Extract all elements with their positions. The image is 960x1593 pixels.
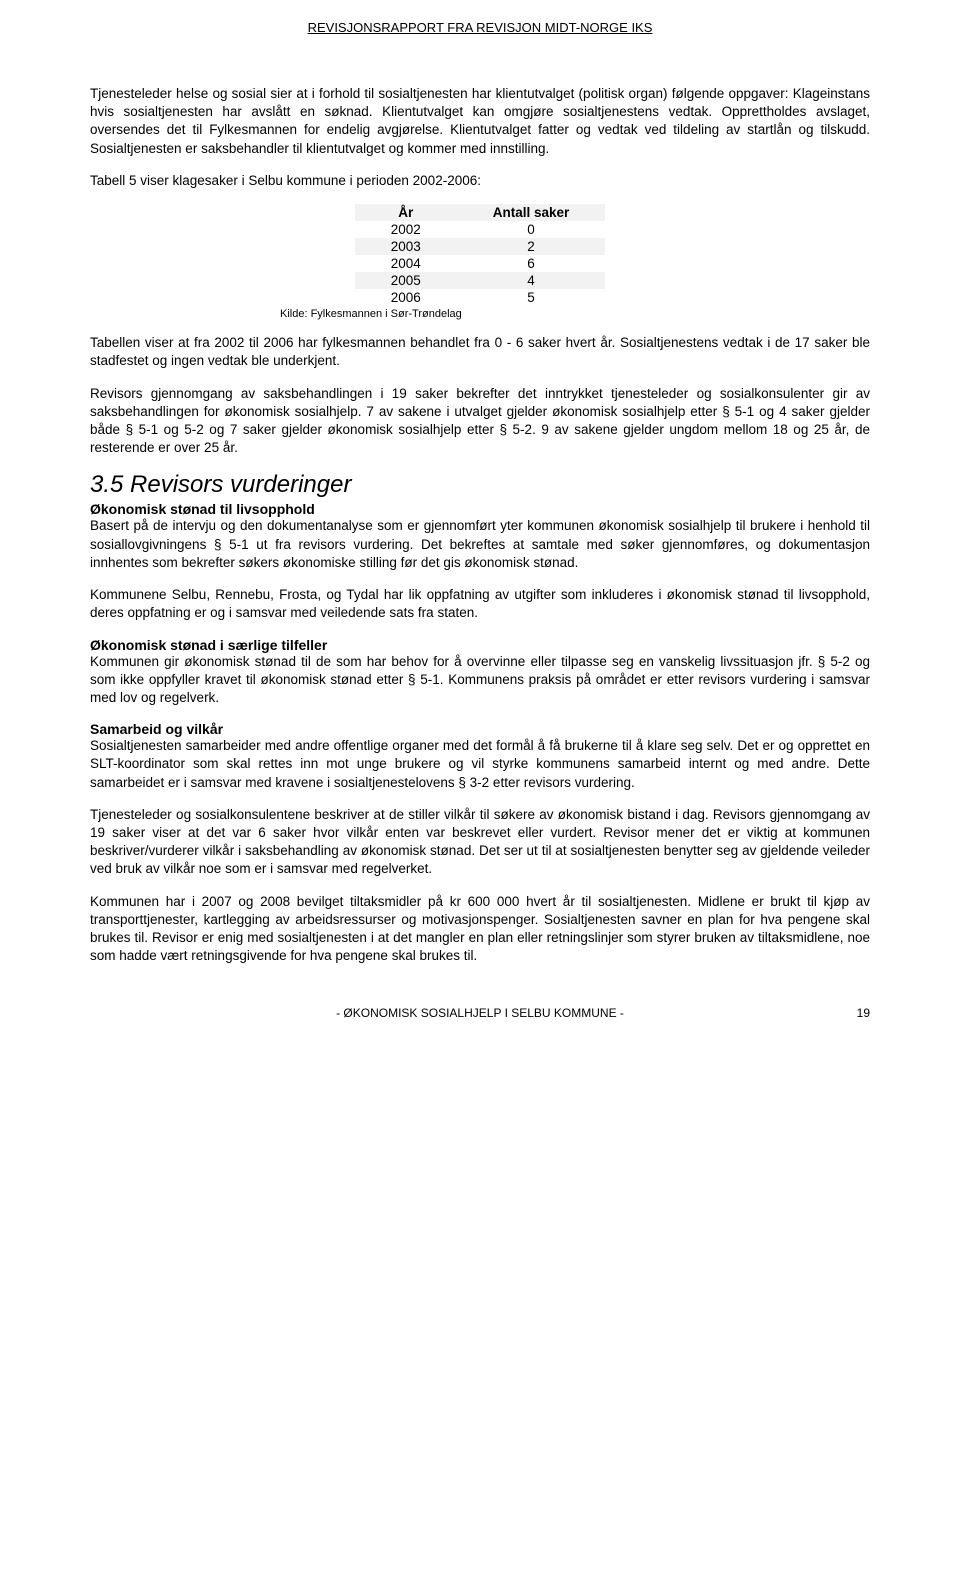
subheading-2: Økonomisk stønad i særlige tilfeller bbox=[90, 637, 870, 653]
paragraph-4: Revisors gjennomgang av saksbehandlingen… bbox=[90, 385, 870, 458]
paragraph-8: Sosialtjenesten samarbeider med andre of… bbox=[90, 737, 870, 792]
paragraph-1: Tjenesteleder helse og sosial sier at i … bbox=[90, 85, 870, 158]
cell-year: 2005 bbox=[355, 272, 457, 289]
table-row: 2004 6 bbox=[355, 255, 606, 272]
cell-count: 0 bbox=[457, 221, 606, 238]
cell-year: 2003 bbox=[355, 238, 457, 255]
cell-count: 6 bbox=[457, 255, 606, 272]
page-footer: - ØKONOMISK SOSIALHJELP I SELBU KOMMUNE … bbox=[90, 1006, 870, 1020]
table-source: Kilde: Fylkesmannen i Sør-Trøndelag bbox=[280, 308, 870, 320]
table-row: 2003 2 bbox=[355, 238, 606, 255]
cell-count: 4 bbox=[457, 272, 606, 289]
table-header-count: Antall saker bbox=[457, 204, 606, 221]
subheading-1: Økonomisk stønad til livsopphold bbox=[90, 501, 870, 517]
cell-count: 5 bbox=[457, 289, 606, 306]
table-row: 2005 4 bbox=[355, 272, 606, 289]
klagesaker-table: År Antall saker 2002 0 2003 2 2004 6 200… bbox=[355, 204, 606, 306]
page-number: 19 bbox=[857, 1006, 870, 1020]
cell-year: 2002 bbox=[355, 221, 457, 238]
cell-year: 2006 bbox=[355, 289, 457, 306]
section-heading: 3.5 Revisors vurderinger bbox=[90, 471, 870, 499]
paragraph-7: Kommunen gir økonomisk stønad til de som… bbox=[90, 653, 870, 708]
table-row: 2002 0 bbox=[355, 221, 606, 238]
paragraph-6: Kommunene Selbu, Rennebu, Frosta, og Tyd… bbox=[90, 586, 870, 622]
table-row: 2006 5 bbox=[355, 289, 606, 306]
footer-text: - ØKONOMISK SOSIALHJELP I SELBU KOMMUNE … bbox=[336, 1006, 624, 1020]
paragraph-10: Kommunen har i 2007 og 2008 bevilget til… bbox=[90, 893, 870, 966]
table-container: År Antall saker 2002 0 2003 2 2004 6 200… bbox=[90, 204, 870, 306]
page-header: REVISJONSRAPPORT FRA REVISJON MIDT-NORGE… bbox=[90, 20, 870, 35]
table-header-year: År bbox=[355, 204, 457, 221]
paragraph-3: Tabellen viser at fra 2002 til 2006 har … bbox=[90, 334, 870, 370]
cell-count: 2 bbox=[457, 238, 606, 255]
paragraph-9: Tjenesteleder og sosialkonsulentene besk… bbox=[90, 806, 870, 879]
subheading-3: Samarbeid og vilkår bbox=[90, 721, 870, 737]
cell-year: 2004 bbox=[355, 255, 457, 272]
paragraph-5: Basert på de intervju og den dokumentana… bbox=[90, 517, 870, 572]
paragraph-2: Tabell 5 viser klagesaker i Selbu kommun… bbox=[90, 172, 870, 190]
